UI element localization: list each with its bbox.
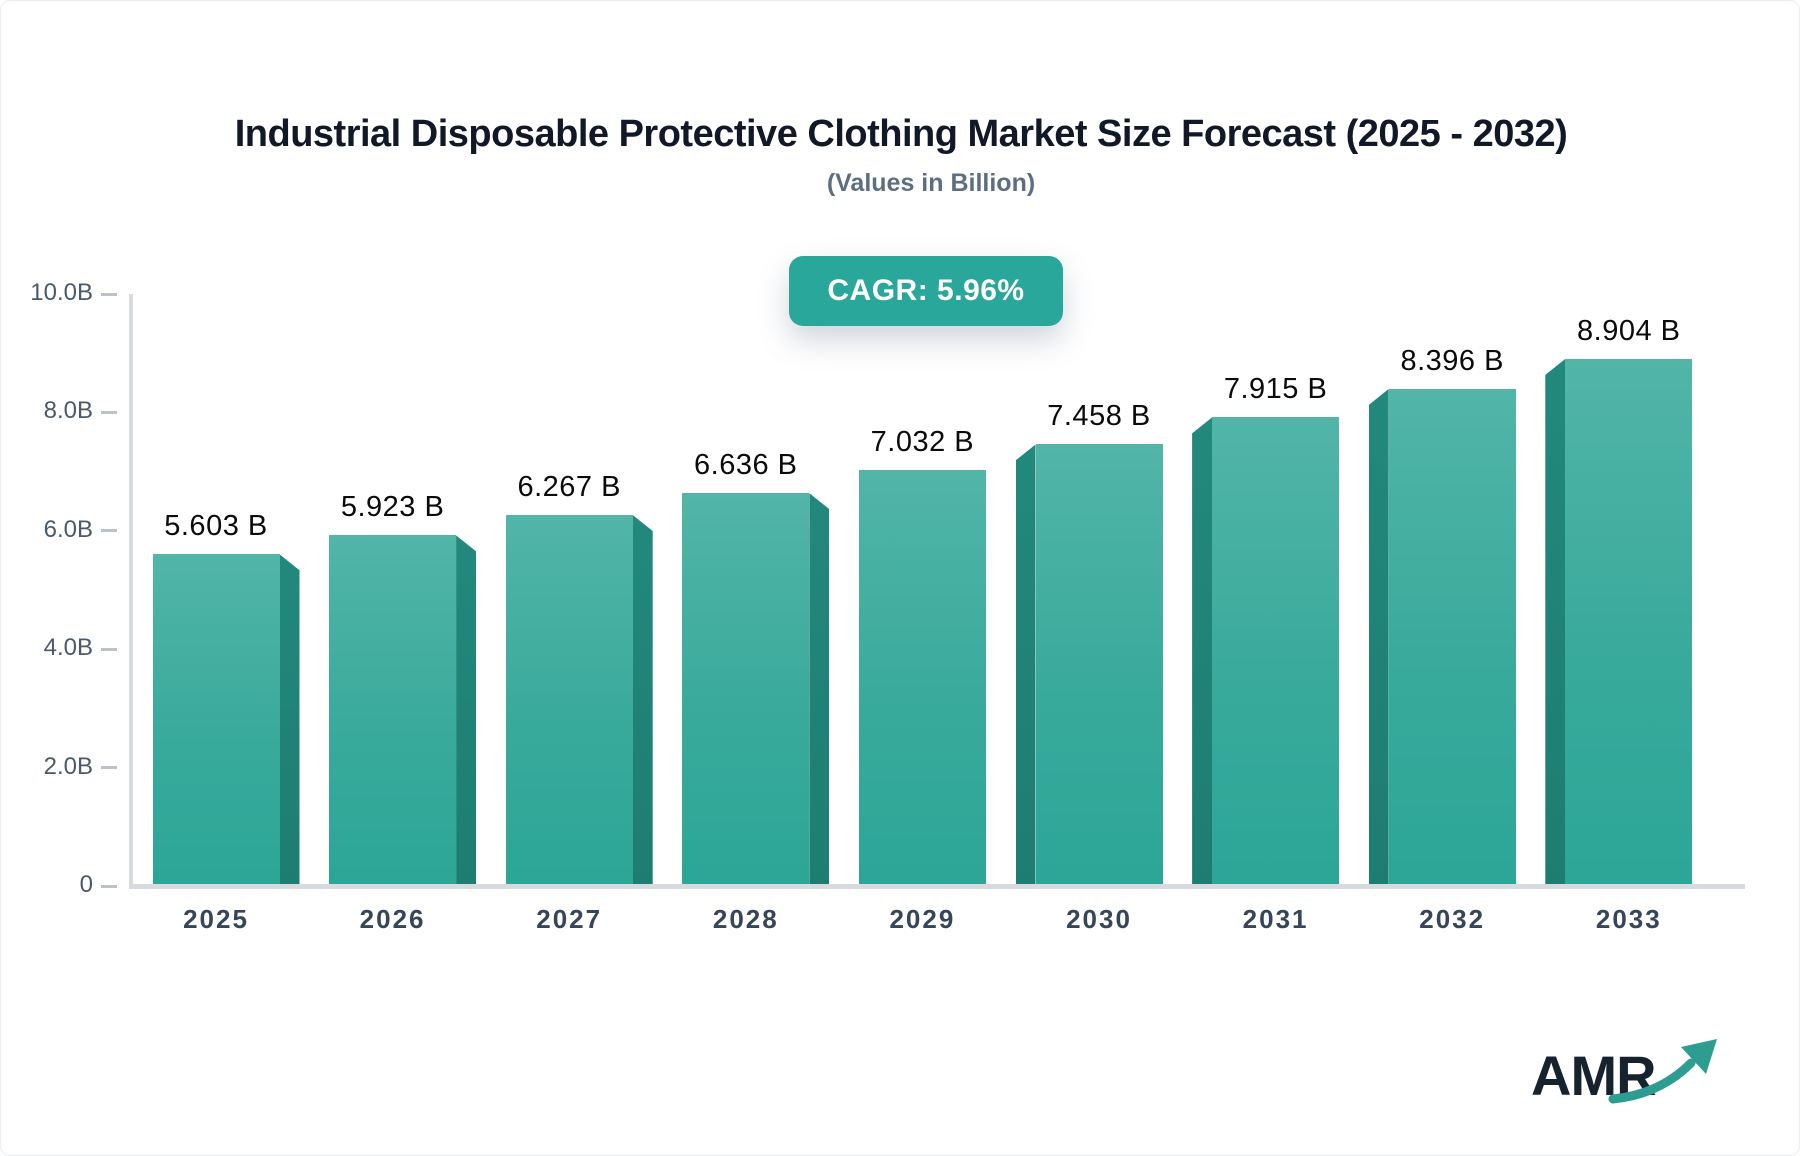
bar-face — [152, 554, 280, 884]
bar-face — [505, 514, 633, 884]
bar-side-face — [456, 535, 477, 884]
x-axis-label-2027: 2027 — [536, 904, 603, 934]
y-tick-label: 0 — [79, 871, 93, 898]
bar-side-face — [809, 493, 830, 884]
y-axis-tick — [101, 410, 117, 414]
x-axis-label-2030: 2030 — [1066, 904, 1132, 934]
bar-value-label: 8.396 B — [1400, 344, 1504, 377]
cagr-badge: CAGR: 5.96% — [789, 256, 1063, 326]
bar-side-face — [1368, 388, 1389, 884]
y-axis-tick — [101, 529, 117, 533]
x-axis-label-2032: 2032 — [1419, 904, 1486, 934]
y-axis-tick — [101, 766, 117, 770]
bar-face — [1035, 444, 1163, 884]
bar-face — [682, 493, 810, 884]
y-tick-label: 2.0B — [43, 752, 93, 780]
bar-value-label: 7.032 B — [870, 425, 975, 458]
x-axis-label-2025: 2025 — [183, 904, 249, 934]
bar-side-face — [632, 514, 653, 884]
y-tick-label: 6.0B — [43, 515, 93, 543]
bar-face — [1565, 358, 1693, 884]
x-axis-label-2029: 2029 — [889, 904, 956, 934]
x-axis-baseline — [129, 884, 1745, 889]
bar-value-label: 5.923 B — [340, 491, 445, 524]
x-axis-label-2026: 2026 — [359, 904, 426, 934]
page-title: Industrial Disposable Protective Clothin… — [234, 113, 1568, 155]
y-axis-tick — [101, 292, 117, 296]
x-axis-label-2033: 2033 — [1595, 904, 1662, 934]
y-tick-label: 10.0B — [30, 279, 93, 306]
x-axis-label-2031: 2031 — [1242, 904, 1309, 934]
amr-logo: AMR — [1531, 1037, 1717, 1117]
bar-face — [1388, 388, 1516, 884]
bar-value-label: 5.603 B — [164, 510, 268, 543]
page-subtitle: (Values in Billion) — [826, 169, 1036, 197]
bar-side-face — [1545, 358, 1566, 884]
growth-arrow-icon — [1608, 1039, 1717, 1104]
bar-value-label: 6.636 B — [694, 449, 798, 482]
bar-face — [329, 535, 457, 884]
bar-value-label: 8.904 B — [1577, 314, 1681, 347]
bar-side-face — [279, 554, 300, 884]
x-axis-label-2028: 2028 — [712, 904, 779, 934]
y-axis-tick — [101, 647, 117, 651]
bar-value-label: 7.915 B — [1223, 373, 1328, 406]
y-tick-label: 8.0B — [43, 397, 93, 425]
bar-value-label: 7.458 B — [1047, 400, 1151, 433]
bar-side-face — [1192, 417, 1213, 884]
y-tick-label: 4.0B — [43, 634, 93, 662]
y-axis-line — [129, 294, 133, 886]
bar-value-label: 6.267 B — [517, 470, 621, 503]
bar-side-face — [1015, 444, 1036, 884]
y-axis-tick — [101, 884, 117, 888]
bar-face — [858, 469, 986, 884]
bar-face — [1212, 417, 1340, 884]
